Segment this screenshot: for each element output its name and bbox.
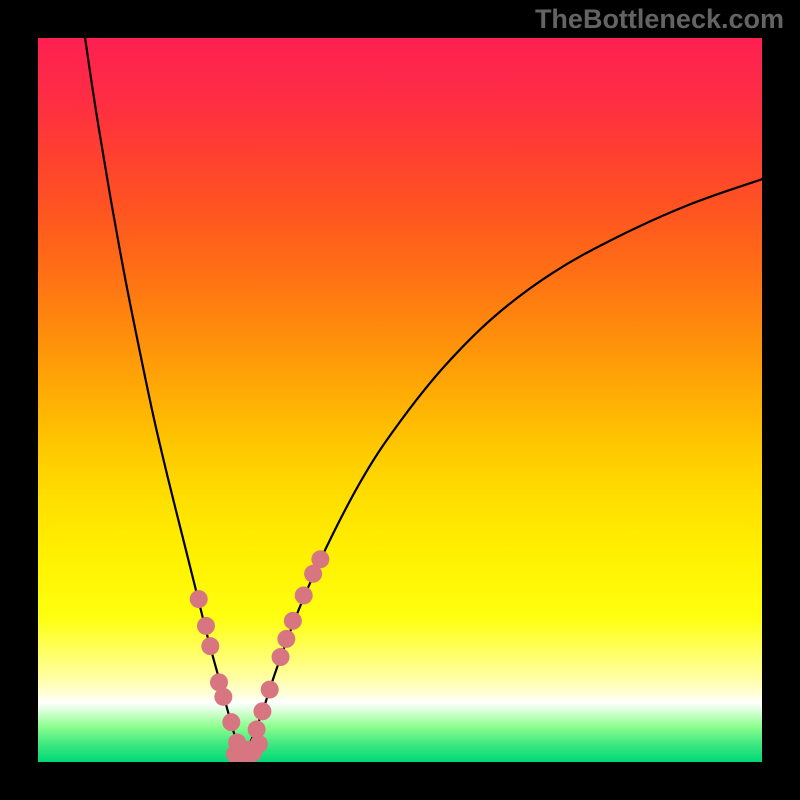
marker-point <box>201 637 219 655</box>
marker-point <box>284 612 302 630</box>
chart-svg <box>38 38 762 762</box>
marker-point <box>277 630 295 648</box>
marker-point <box>261 681 279 699</box>
marker-point <box>214 688 232 706</box>
watermark-text: TheBottleneck.com <box>535 4 784 35</box>
marker-point <box>222 713 240 731</box>
marker-point <box>253 702 271 720</box>
marker-point <box>248 720 266 738</box>
marker-point <box>295 586 313 604</box>
plot-area <box>38 38 762 762</box>
marker-point <box>197 617 215 635</box>
gradient-background <box>38 38 762 762</box>
marker-point <box>190 590 208 608</box>
marker-point <box>311 550 329 568</box>
marker-point <box>272 648 290 666</box>
marker-point <box>239 741 257 759</box>
